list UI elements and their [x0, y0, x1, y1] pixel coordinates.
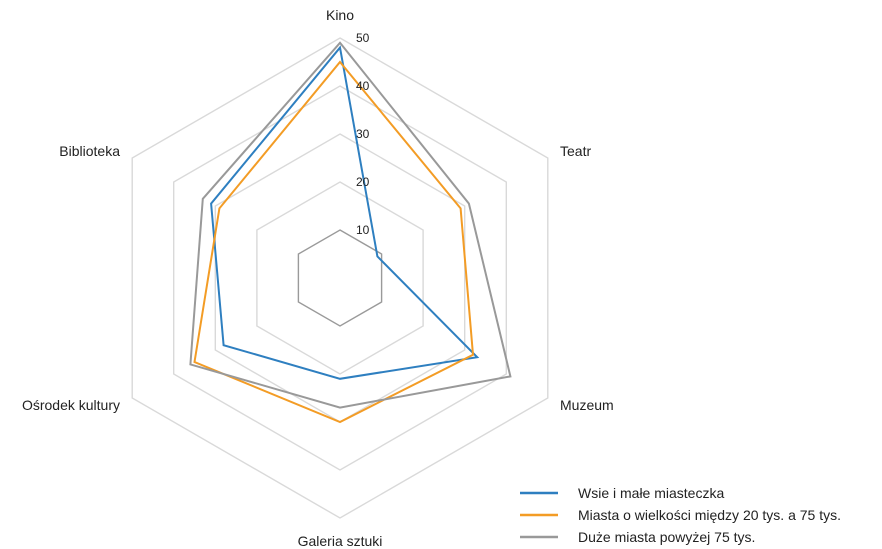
legend-label: Wsie i małe miasteczka	[578, 485, 724, 501]
category-label: Biblioteka	[59, 143, 120, 159]
grid-ring-40	[172, 85, 507, 471]
tick-label: 30	[356, 127, 370, 141]
grid-ring-10	[297, 229, 383, 327]
category-label: Teatr	[560, 143, 591, 159]
radar-grid	[131, 37, 549, 519]
legend-label: Miasta o wielkości między 20 tys. a 75 t…	[578, 507, 841, 523]
grid-ring-50	[131, 37, 549, 519]
tick-label: 20	[356, 175, 370, 189]
series-line-2	[189, 41, 512, 409]
radar-series	[189, 41, 512, 424]
legend: Wsie i małe miasteczka Miasta o wielkości…	[520, 485, 841, 545]
category-label: Kino	[326, 7, 354, 23]
legend-label: Duże miasta powyżej 75 tys.	[578, 529, 755, 545]
legend-item: Duże miasta powyżej 75 tys.	[520, 529, 755, 545]
tick-label: 10	[356, 223, 370, 237]
category-label: Ośrodek kultury	[22, 397, 120, 413]
legend-item: Wsie i małe miasteczka	[520, 485, 724, 501]
radial-tick-labels: 10 20 30 40 50	[356, 31, 370, 237]
series-line-0	[210, 45, 480, 380]
grid-ring-20	[256, 181, 424, 375]
category-label: Muzeum	[560, 397, 614, 413]
category-label: Galeria sztuki	[298, 533, 383, 549]
category-labels: Kino Teatr Muzeum Galeria sztuki Ośrodek kul…	[22, 7, 614, 549]
tick-label: 40	[356, 79, 370, 93]
tick-label: 50	[356, 31, 370, 45]
legend-item: Miasta o wielkości między 20 tys. a 75 t…	[520, 507, 841, 523]
series-line-1	[193, 60, 475, 424]
